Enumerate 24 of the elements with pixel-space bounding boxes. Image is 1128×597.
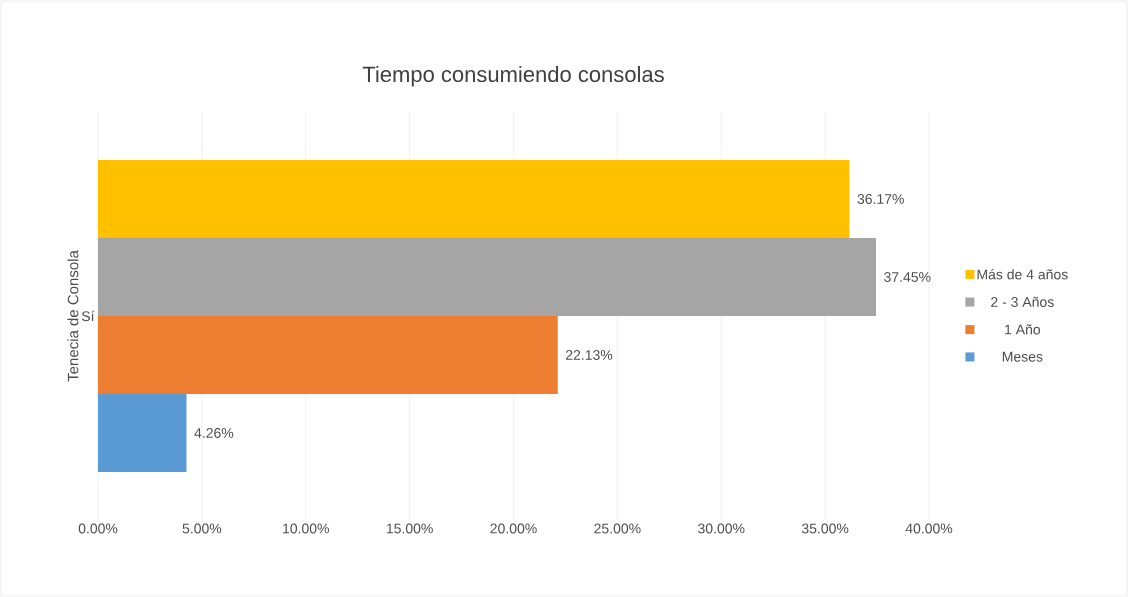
bar: [98, 393, 187, 472]
data-label: 36.17%: [857, 194, 904, 204]
legend-label: Más de 4 años: [977, 268, 1068, 280]
x-tick-label: 35.00%: [801, 523, 849, 534]
bar: [98, 237, 877, 316]
x-tick-label: 0.00%: [78, 523, 118, 534]
x-tick-label: 20.00%: [490, 523, 537, 534]
bar: [98, 315, 558, 394]
y-tick-label: Sí: [81, 310, 95, 322]
data-label: 4.26%: [194, 428, 234, 438]
x-tick-label: 10.00%: [283, 523, 329, 534]
data-label: 22.13%: [565, 350, 613, 360]
x-tick-label: 5.00%: [182, 523, 222, 534]
legend-label: 2 - 3 Años: [991, 296, 1054, 307]
legend-label: Meses: [1002, 351, 1043, 362]
data-label: 37.45%: [884, 272, 931, 282]
x-tick-label: 25.00%: [594, 523, 641, 534]
x-tick-label: 40.00%: [905, 523, 953, 534]
x-tick-label: 15.00%: [386, 523, 433, 534]
chart-title: Tiempo consumiendo consolas: [362, 65, 664, 87]
legend-label: 1 Año: [1005, 324, 1041, 335]
y-axis-title: Tenecia de Consola: [67, 250, 79, 382]
bar: [98, 159, 850, 238]
x-tick-label: 30.00%: [698, 523, 745, 534]
